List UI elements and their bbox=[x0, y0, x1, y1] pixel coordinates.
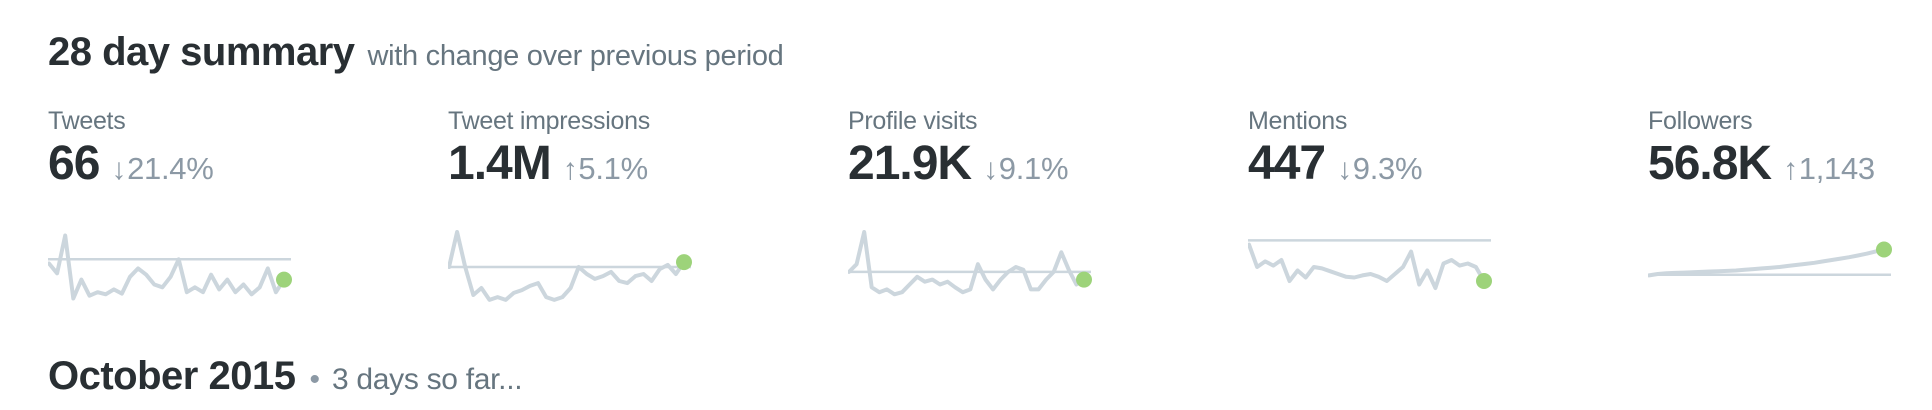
metric-delta: ↑ 1,143 bbox=[1783, 151, 1875, 187]
sparkline-chart-tweet-impressions bbox=[448, 230, 692, 302]
arrow-down-icon: ↓ bbox=[111, 153, 127, 186]
metric-change: 5.1% bbox=[578, 151, 648, 186]
metric-delta: ↓ 9.1% bbox=[983, 151, 1068, 187]
metric-card-followers: Followers 56.8K ↑ 1,143 bbox=[1648, 106, 1898, 306]
metric-card-tweets: Tweets 66 ↓ 21.4% bbox=[48, 106, 448, 306]
metric-label: Followers bbox=[1648, 107, 1753, 135]
period-header: October 2015 • 3 days so far... bbox=[48, 352, 1932, 400]
metric-card-tweet-impressions: Tweet impressions 1.4M ↑ 5.1% bbox=[448, 106, 848, 306]
metric-delta: ↑ 5.1% bbox=[563, 151, 648, 187]
metric-change: 9.1% bbox=[998, 151, 1069, 186]
period-note: 3 days so far... bbox=[331, 363, 523, 396]
page-subtitle: with change over previous period bbox=[367, 40, 784, 72]
summary-header: 28 day summary with change over previous… bbox=[48, 28, 1932, 76]
arrow-down-icon: ↓ bbox=[1337, 153, 1352, 186]
metric-change: 1,143 bbox=[1798, 151, 1875, 186]
analytics-summary-page: 28 day summary with change over previous… bbox=[48, 28, 1932, 400]
metric-delta: ↓ 21.4% bbox=[111, 151, 213, 187]
period-title: October 2015 bbox=[48, 354, 296, 398]
metric-value-row: 447 ↓ 9.3% bbox=[1248, 140, 1648, 188]
metric-label: Tweet impressions bbox=[448, 107, 650, 135]
metric-value-row: 66 ↓ 21.4% bbox=[48, 140, 448, 188]
bullet-separator: • bbox=[309, 363, 320, 396]
sparkline-chart-followers bbox=[1648, 241, 1892, 278]
metric-change: 9.3% bbox=[1352, 151, 1423, 186]
metric-label: Mentions bbox=[1248, 107, 1348, 135]
metric-change: 21.4% bbox=[127, 151, 214, 186]
sparkline-chart-tweets bbox=[48, 233, 292, 301]
metric-value: 1.4M bbox=[448, 137, 552, 190]
arrow-up-icon: ↑ bbox=[562, 153, 578, 186]
metric-value: 21.9K bbox=[848, 137, 972, 190]
metric-label: Tweets bbox=[48, 107, 126, 135]
page-title: 28 day summary bbox=[48, 30, 355, 74]
metric-value: 447 bbox=[1248, 137, 1326, 190]
sparkline-chart-mentions bbox=[1248, 239, 1492, 290]
sparkline-chart-profile-visits bbox=[848, 230, 1092, 297]
metric-label: Profile visits bbox=[848, 107, 978, 135]
metric-value-row: 1.4M ↑ 5.1% bbox=[448, 140, 848, 188]
metric-value: 56.8K bbox=[1648, 137, 1772, 190]
metric-delta: ↓ 9.3% bbox=[1337, 151, 1422, 187]
metric-card-profile-visits: Profile visits 21.9K ↓ 9.1% bbox=[848, 106, 1248, 306]
metric-value: 66 bbox=[48, 137, 100, 190]
metrics-row: Tweets 66 ↓ 21.4% Tweet impressions 1.4M… bbox=[48, 106, 1932, 306]
arrow-down-icon: ↓ bbox=[983, 153, 998, 186]
metric-value-row: 56.8K ↑ 1,143 bbox=[1648, 140, 1898, 188]
metric-value-row: 21.9K ↓ 9.1% bbox=[848, 140, 1248, 188]
arrow-up-icon: ↑ bbox=[1783, 153, 1798, 186]
metric-card-mentions: Mentions 447 ↓ 9.3% bbox=[1248, 106, 1648, 306]
